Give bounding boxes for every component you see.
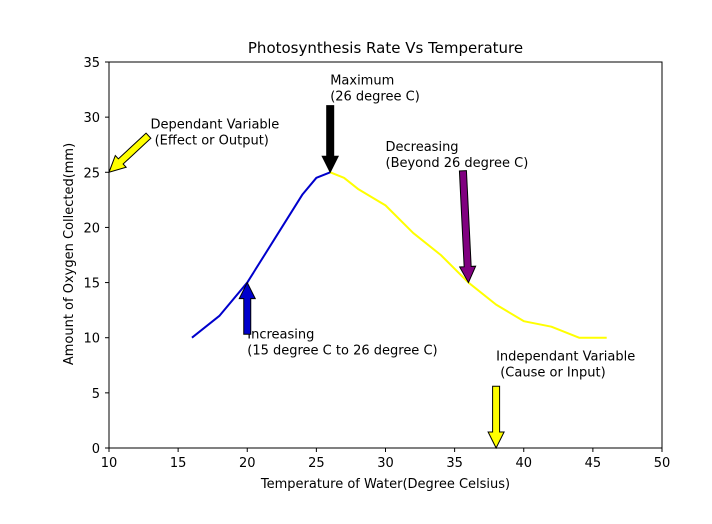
annotation-arrow (108, 132, 152, 174)
x-tick-label: 45 (585, 456, 602, 471)
plot-area: 10 15 20 25 30 35 40 45 50 0 5 10 15 20 25 30 35 Dependan… (83, 56, 670, 471)
x-axis-label: Temperature of Water(Degree Celsius) (260, 477, 510, 492)
x-tick-label: 10 (101, 456, 118, 471)
x-tick-label: 15 (170, 456, 187, 471)
annotation-text: Independant Variable (496, 349, 635, 364)
annotation-text: (26 degree C) (330, 90, 420, 105)
x-tick-label: 25 (308, 456, 325, 471)
x-tick-label: 30 (377, 456, 394, 471)
x-tick-label: 20 (239, 456, 256, 471)
annotation-text: (Cause or Input) (496, 365, 606, 380)
annotation-text: (Beyond 26 degree C) (386, 156, 529, 171)
y-axis-label: Amount of Oxygen Collected(mm) (62, 143, 77, 365)
y-tick-label: 10 (83, 332, 100, 347)
x-tick-label: 35 (446, 456, 463, 471)
y-tick-label: 25 (83, 166, 100, 181)
y-tick-label: 15 (83, 277, 100, 292)
series-line-0 (191, 171, 331, 339)
annotation-text: Dependant Variable (150, 118, 279, 133)
y-tick-label: 35 (83, 56, 100, 71)
annotation-text: (Effect or Output) (150, 134, 268, 149)
x-tick-label: 50 (654, 456, 671, 471)
annotation-arrow (238, 281, 257, 335)
series-line-1 (329, 171, 607, 339)
annotation-text: Decreasing (386, 140, 459, 155)
annotation-text: Increasing (247, 327, 314, 342)
y-tick-label: 0 (92, 442, 100, 457)
annotation-text: (15 degree C to 26 degree C) (247, 343, 437, 358)
y-tick-label: 20 (83, 221, 100, 236)
x-tick-label: 40 (515, 456, 532, 471)
y-tick-label: 5 (92, 387, 100, 402)
annotation-arrow (321, 105, 340, 174)
annotation-arrow (487, 385, 505, 450)
annotation-text: Maximum (330, 74, 394, 89)
chart-title: Photosynthesis Rate Vs Temperature (248, 39, 523, 57)
y-tick-label: 30 (83, 111, 100, 126)
annotation-arrow (458, 170, 477, 284)
